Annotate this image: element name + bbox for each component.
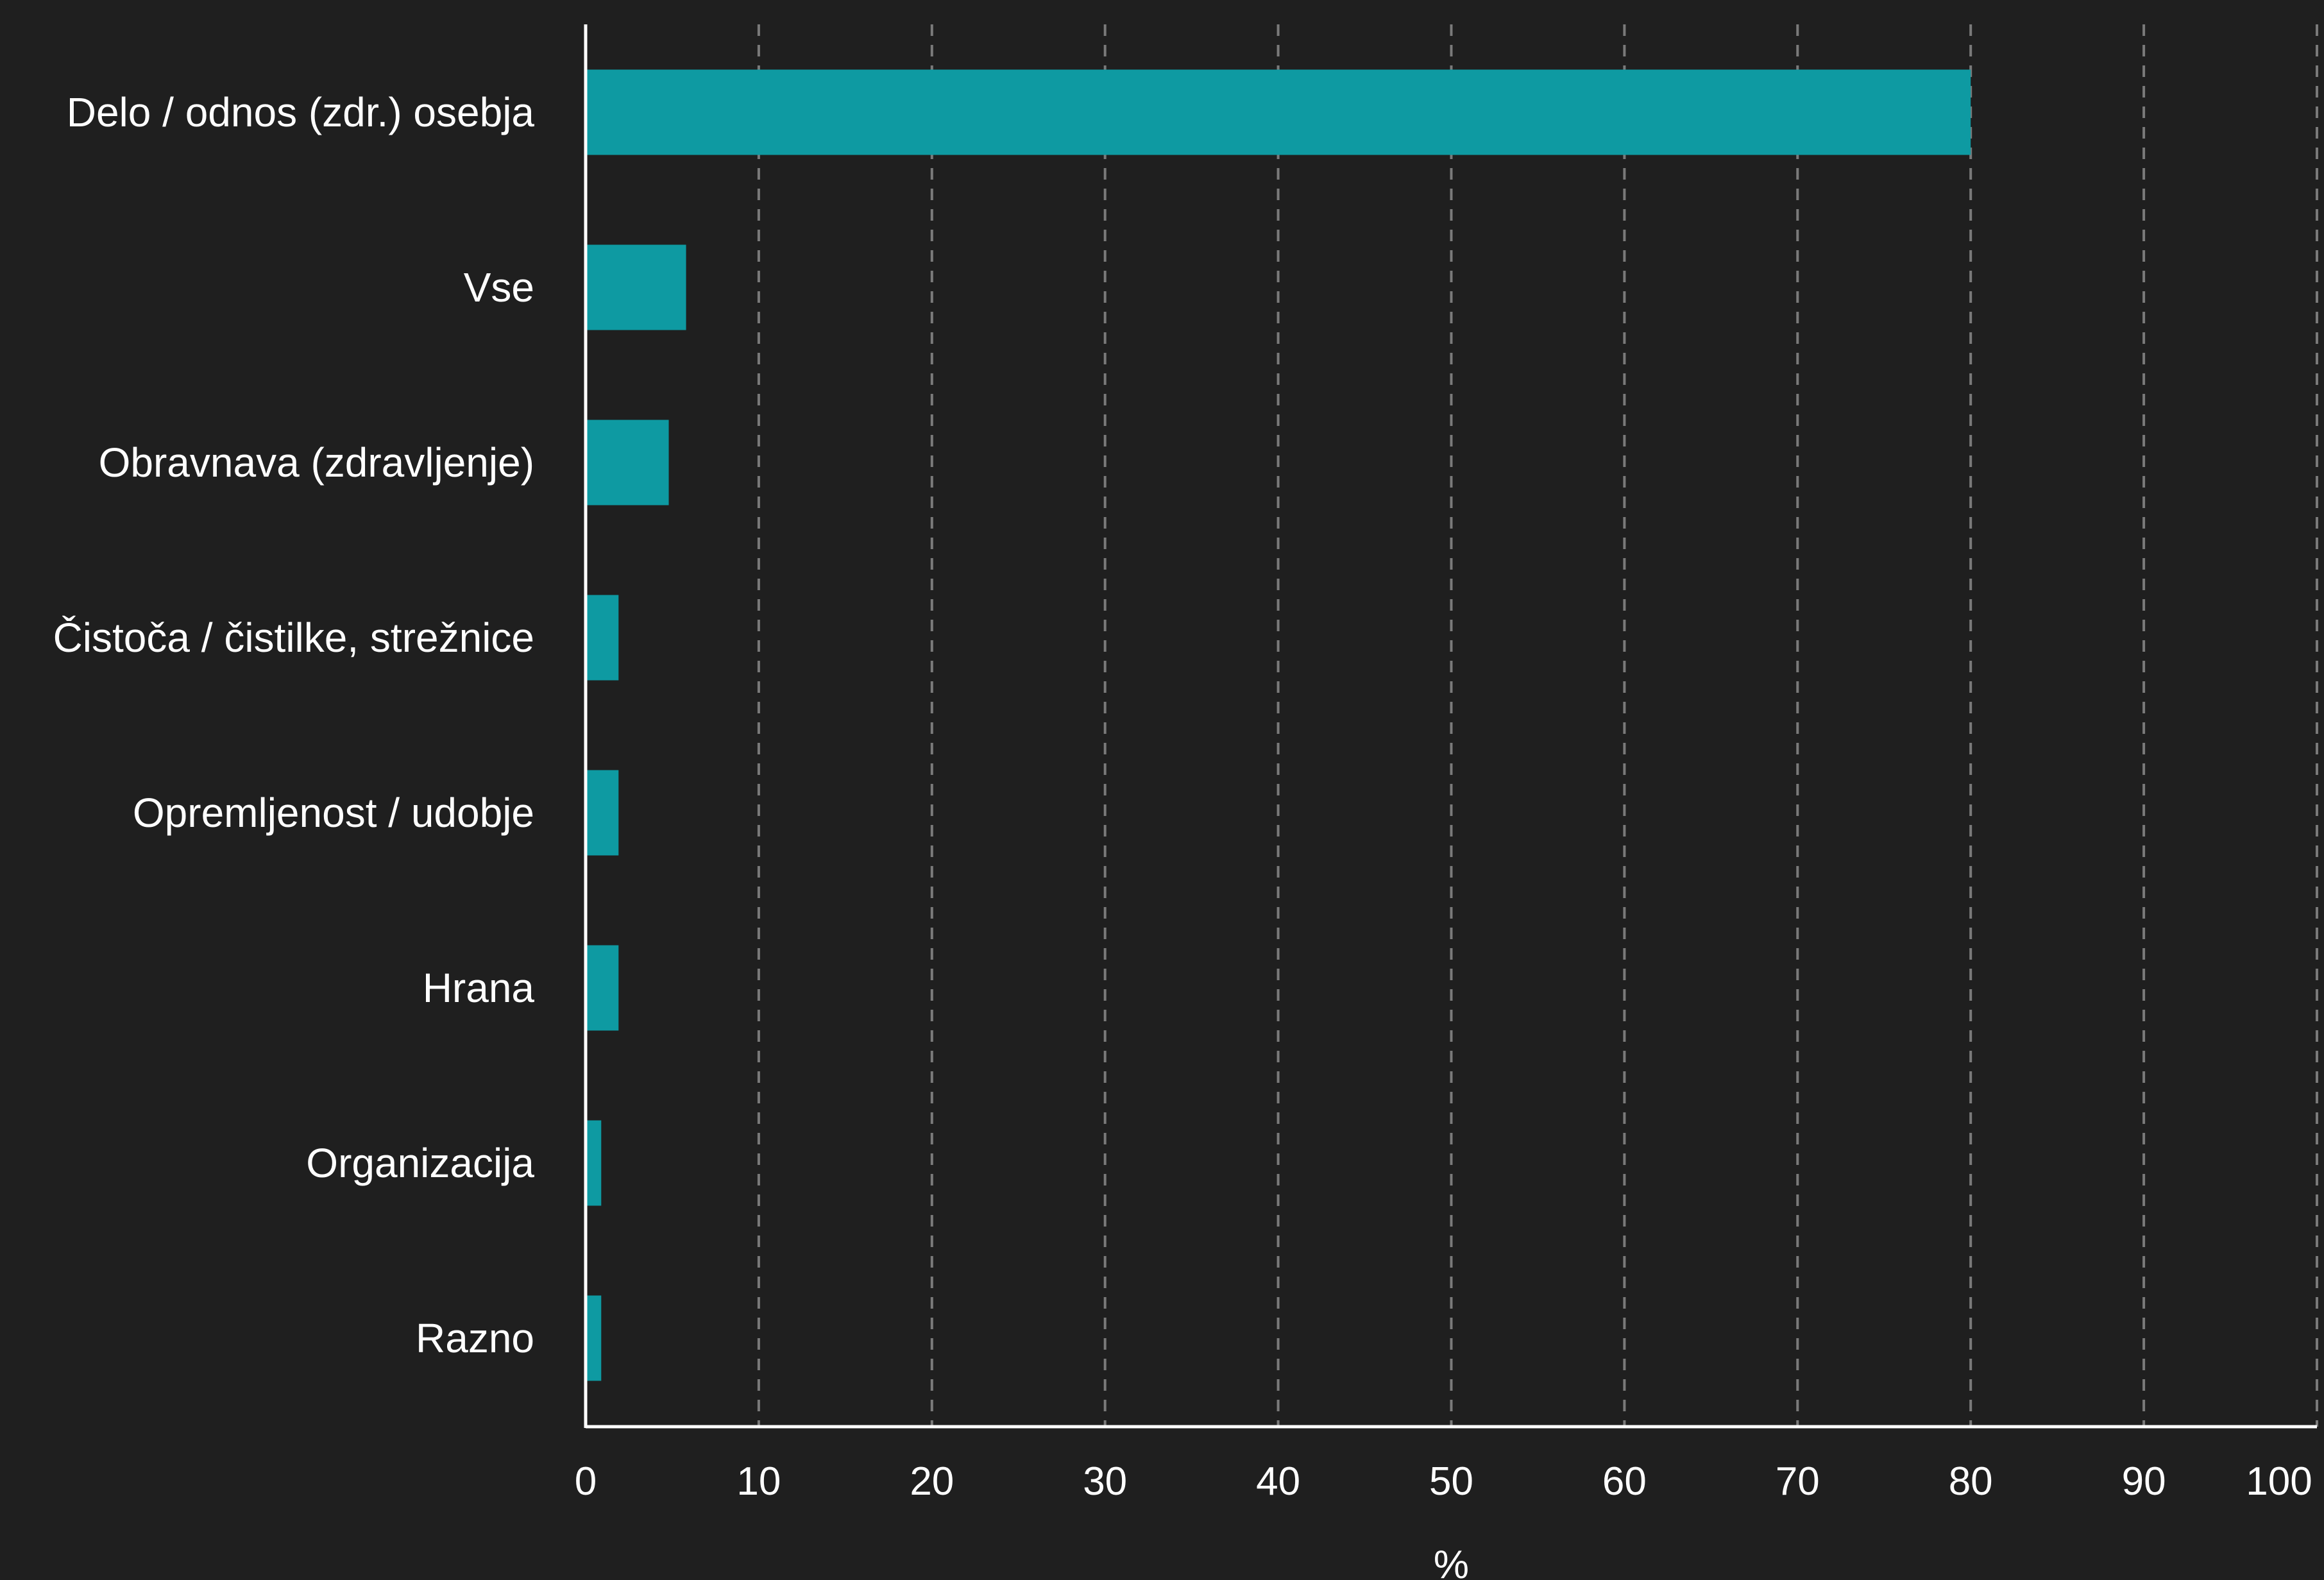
x-tick-label-30: 30 xyxy=(1083,1459,1127,1504)
bars xyxy=(586,69,1971,1381)
x-tick-label-10: 10 xyxy=(736,1459,781,1504)
category-label-5: Hrana xyxy=(423,965,535,1011)
x-tick-label-60: 60 xyxy=(1602,1459,1647,1504)
x-tick-label-0: 0 xyxy=(575,1459,597,1504)
category-labels: Delo / odnos (zdr.) osebja Vse Obravnava (… xyxy=(53,89,535,1361)
x-tick-labels: 0 10 20 30 40 50 60 70 80 90 100 xyxy=(575,1459,2312,1504)
bar-0 xyxy=(586,69,1971,155)
x-tick-label-100: 100 xyxy=(2246,1459,2312,1504)
bar-1 xyxy=(586,244,686,330)
bar-5 xyxy=(586,945,619,1031)
category-label-0: Delo / odnos (zdr.) osebja xyxy=(67,89,535,135)
bar-7 xyxy=(586,1295,602,1381)
category-label-1: Vse xyxy=(464,264,534,310)
x-tick-label-70: 70 xyxy=(1776,1459,1820,1504)
category-label-2: Obravnava (zdravljenje) xyxy=(99,439,534,486)
bar-6 xyxy=(586,1120,602,1206)
x-tick-label-50: 50 xyxy=(1429,1459,1473,1504)
x-axis-title: % xyxy=(1434,1543,1469,1580)
bar-4 xyxy=(586,770,619,856)
x-tick-label-20: 20 xyxy=(910,1459,954,1504)
category-label-4: Opremljenost / udobje xyxy=(133,790,534,836)
x-tick-label-90: 90 xyxy=(2122,1459,2166,1504)
category-label-7: Razno xyxy=(416,1315,534,1361)
x-tick-label-80: 80 xyxy=(1949,1459,1993,1504)
bar-3 xyxy=(586,595,619,681)
category-label-3: Čistoča / čistilke, strežnice xyxy=(53,615,534,661)
category-label-6: Organizacija xyxy=(306,1140,534,1186)
x-tick-label-40: 40 xyxy=(1256,1459,1300,1504)
gridlines xyxy=(757,24,2318,1427)
bar-2 xyxy=(586,420,669,505)
axes xyxy=(584,24,2317,1429)
